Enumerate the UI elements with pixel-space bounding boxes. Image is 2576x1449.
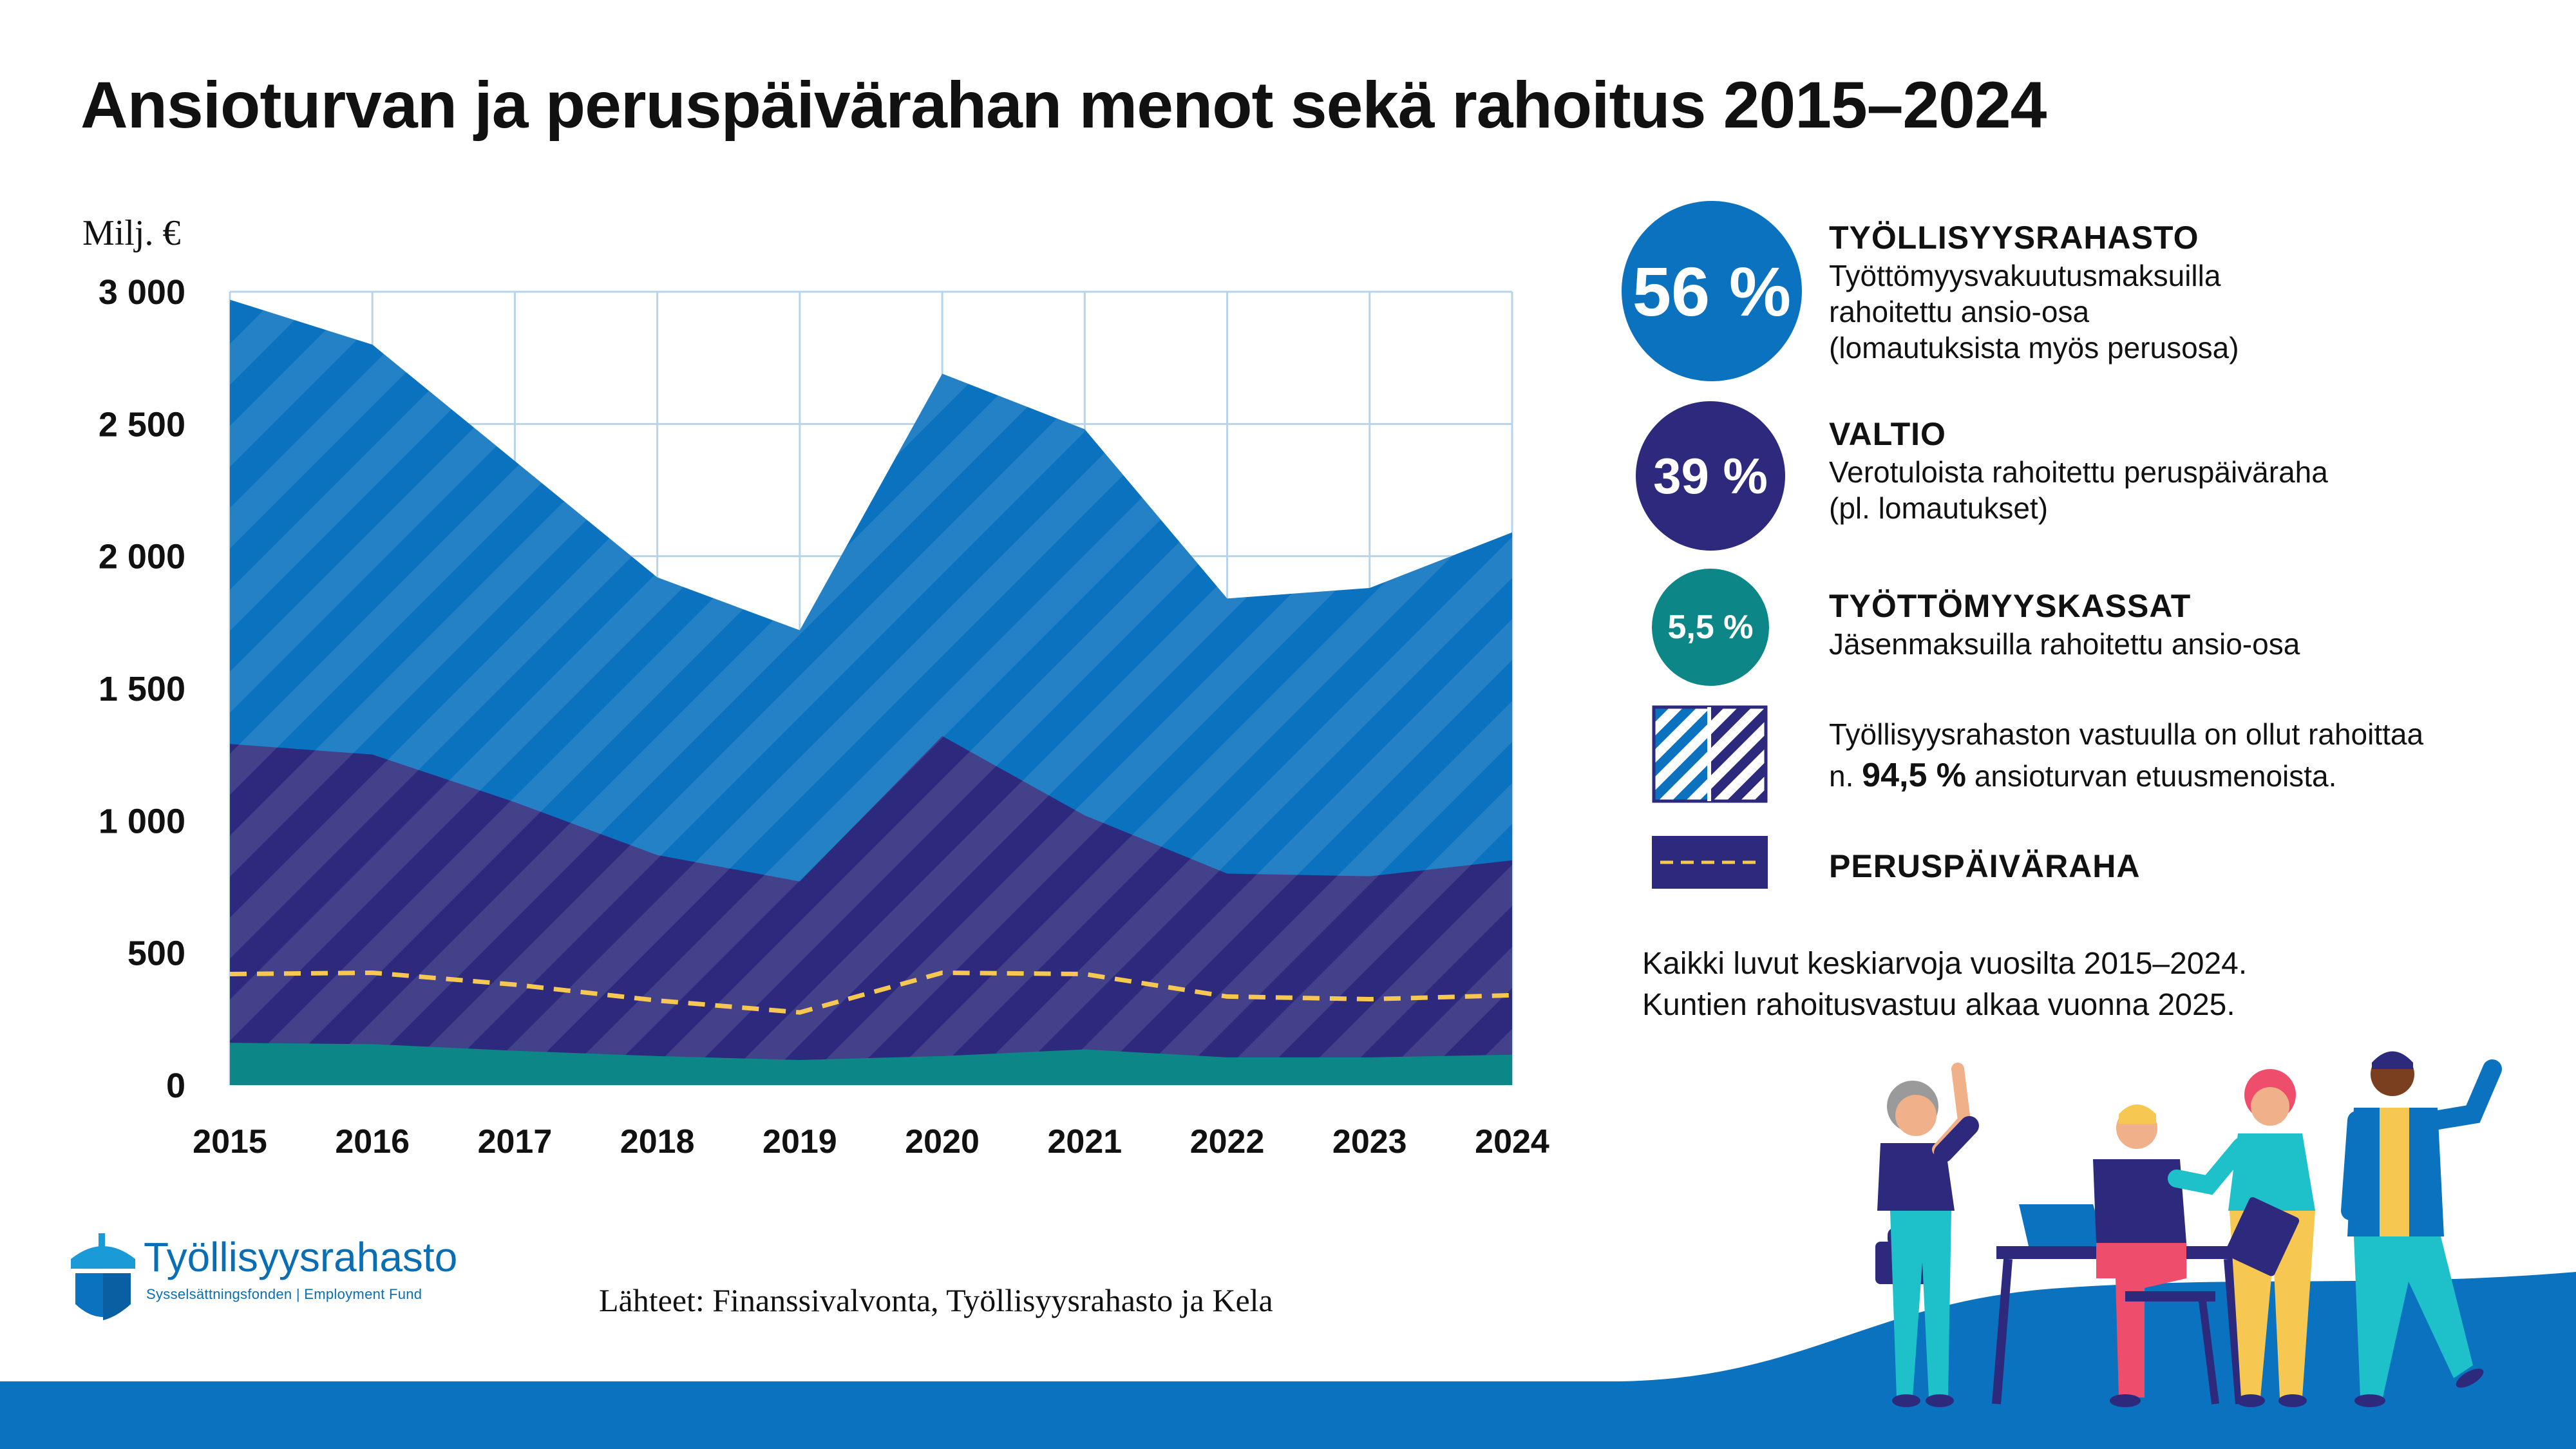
- logo-subtitle: Sysselsättningsfonden | Employment Fund: [146, 1286, 422, 1302]
- legend-title-tyollisyysrahasto: TYÖLLISYYSRAHASTO: [1829, 220, 2199, 256]
- sources: Lähteet: Finanssivalvonta, Työllisyysrah…: [599, 1282, 1273, 1318]
- legend-peruspaivaraha-symbol: [1652, 836, 1768, 889]
- x-tick-label: 2024: [1475, 1123, 1549, 1160]
- y-tick-label: 500: [128, 934, 185, 973]
- y-tick-label: 1 500: [99, 670, 185, 708]
- x-tick-label: 2022: [1190, 1123, 1265, 1160]
- people-illustration: [1875, 1051, 2502, 1407]
- y-tick-label: 0: [166, 1066, 185, 1105]
- legend-striped-symbol: [1652, 705, 1768, 803]
- legend-desc-valtio: Verotuloista rahoitettu peruspäiväraha (…: [1829, 455, 2328, 525]
- logo-name: Työllisyysrahasto: [144, 1234, 458, 1280]
- x-tick-label: 2017: [478, 1123, 553, 1160]
- page-title: Ansioturvan ja peruspäivärahan menot sek…: [80, 68, 2047, 142]
- legend-circle-valtio: 39 %: [1636, 401, 1785, 551]
- x-tick-label: 2020: [905, 1123, 980, 1160]
- y-tick-label: 2 500: [99, 405, 185, 444]
- y-tick-label: 3 000: [99, 273, 185, 312]
- chart-axes: 0 500 1 000 1 500 2 000 2 500 3 000 2015 2016 201…: [99, 273, 1549, 1160]
- x-tick-label: 2015: [193, 1123, 267, 1160]
- area-tyottomyyskassat: [230, 1043, 1512, 1085]
- logo-icon: [71, 1233, 135, 1320]
- y-axis-label: Milj. €: [82, 213, 181, 253]
- legend-title-tyottomyyskassat: TYÖTTÖMYYSKASSAT: [1829, 588, 2192, 624]
- x-tick-label: 2016: [335, 1123, 410, 1160]
- x-tick-label: 2018: [620, 1123, 695, 1160]
- legend-desc-tyollisyysrahasto: Työttömyysvakuutusmaksuilla rahoitettu a…: [1829, 259, 2239, 365]
- notes: Kaikki luvut keskiarvoja vuosilta 2015–2…: [1642, 947, 2248, 1022]
- legend-title-valtio: VALTIO: [1829, 416, 1946, 452]
- y-tick-label: 2 000: [99, 538, 185, 576]
- legend-desc-tyottomyyskassat: Jäsenmaksuilla rahoitettu ansio-osa: [1829, 627, 2300, 661]
- legend-circle-tyottomyyskassat: 5,5 %: [1652, 569, 1769, 686]
- legend-title-peruspaivaraha: PERUSPÄIVÄRAHA: [1829, 848, 2141, 884]
- legend-circle-tyollisyysrahasto: 56 %: [1622, 201, 1802, 381]
- chart-areas: [229, 299, 1513, 1085]
- y-tick-label: 1 000: [99, 802, 185, 840]
- x-tick-label: 2019: [762, 1123, 837, 1160]
- x-tick-label: 2023: [1332, 1123, 1407, 1160]
- legend-striped-text: Työllisyysrahaston vastuulla on ollut ra…: [1829, 717, 2424, 794]
- area-stripes: [230, 299, 1512, 1085]
- x-tick-label: 2021: [1047, 1123, 1122, 1160]
